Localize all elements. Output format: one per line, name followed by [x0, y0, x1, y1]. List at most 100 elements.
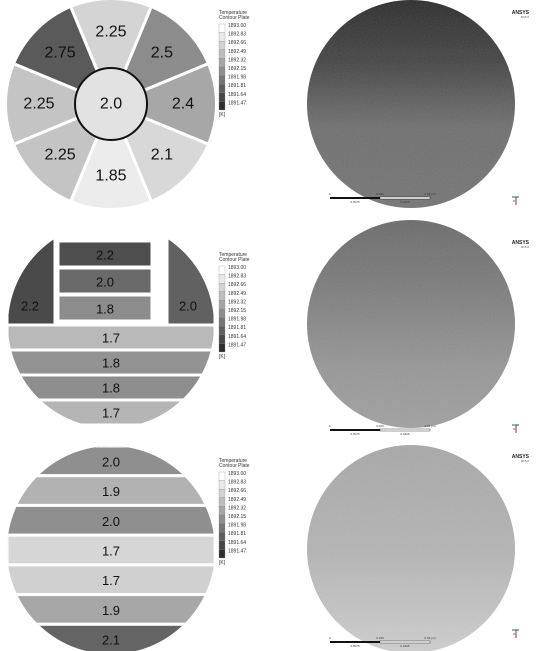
sector-label-1: 2.25: [95, 24, 126, 41]
legend-value: 1891.98: [228, 75, 246, 81]
legend-value: 1891.64: [228, 334, 246, 340]
legend-value: 1892.66: [228, 488, 246, 494]
sector-label-3: 2.4: [172, 96, 194, 113]
legend-value: 1892.15: [228, 514, 246, 520]
legend-value: 1891.81: [228, 325, 246, 331]
legend-value: 1892.83: [228, 274, 246, 280]
band-label-4: 1.7: [102, 544, 120, 559]
sector-label-7: 2.25: [23, 96, 54, 113]
scale-bar: 0 0.015 0.03 (m) 0.0075 0.0225: [329, 636, 435, 648]
legend-value: 1891.64: [228, 92, 246, 98]
legend-value: 1893.00: [228, 471, 246, 477]
legend-value: 1891.47: [228, 342, 246, 348]
legend-swatch: [218, 291, 226, 301]
legend-value: 1892.32: [228, 299, 246, 305]
legend-title: Temperature: [219, 252, 247, 258]
scale-label: 0.0075: [350, 644, 360, 648]
legend-swatch: [218, 317, 226, 327]
legend-value: 1891.47: [228, 100, 246, 106]
legend-swatch: [218, 75, 226, 85]
band-3: [7, 373, 215, 402]
right-block: [165, 221, 215, 333]
legend-value: 1893.00: [228, 23, 246, 29]
legend-value: 1892.49: [228, 291, 246, 297]
legend-unit: [K]: [219, 112, 226, 118]
legend-swatch: [218, 326, 226, 335]
legend-swatch: [218, 92, 226, 102]
scale-label: 0.03 (m): [424, 192, 435, 196]
ansys-logo: ANSYS: [512, 240, 530, 246]
legend-value: 1892.49: [228, 49, 246, 55]
legend-value: 1891.81: [228, 531, 246, 537]
band-label-5: 1.7: [102, 573, 120, 588]
band-label-3: 2.0: [102, 514, 120, 529]
scale-label: 0.015: [376, 424, 384, 428]
legend-swatch: [218, 334, 226, 344]
legend-unit: [K]: [219, 354, 226, 360]
scale-label: 0.0225: [400, 432, 410, 436]
band-label-6: 1.9: [102, 603, 120, 618]
legend-value: 1891.98: [228, 317, 246, 323]
legend-value: 1892.15: [228, 66, 246, 72]
legend-swatch: [218, 532, 226, 541]
legend-value: 1892.83: [228, 480, 246, 486]
sector-5: [65, 100, 157, 208]
scale-bar: 0 0.015 0.03 (m) 0.0075 0.0225: [329, 424, 435, 436]
legend-swatch: [218, 549, 226, 559]
sector-1: [65, 0, 157, 108]
legend-swatch: [218, 506, 226, 516]
axis-triad: [512, 196, 519, 205]
left-block: [7, 221, 57, 333]
scale-label: 0: [329, 636, 331, 640]
sector-7: [7, 58, 115, 150]
legend-value: 1892.32: [228, 57, 246, 63]
legend-value: 1891.98: [228, 523, 246, 529]
center-label: 2.0: [100, 96, 122, 113]
legend-value: 1891.64: [228, 540, 246, 546]
sector-3: [107, 58, 215, 150]
legend-value: 1893.00: [228, 265, 246, 271]
legend-swatch: [218, 66, 226, 76]
band-label-2: 1.9: [102, 484, 120, 499]
legend-swatch: [218, 41, 226, 50]
pattern-1-radial-sectors: 2.0 2.25 2.5 2.4 2.1 1.85 2.25 2.25 2.75: [7, 0, 215, 208]
band-label-3: 1.8: [102, 381, 120, 396]
band-label-2: 1.8: [102, 356, 120, 371]
legend-swatch: [218, 308, 226, 318]
legend-value: 1891.47: [228, 548, 246, 554]
band-label-1: 2.0: [102, 454, 120, 469]
top-block-label-3: 1.8: [96, 302, 114, 317]
legend-value: 1892.15: [228, 308, 246, 314]
legend-swatch: [218, 523, 226, 533]
legend-swatch: [218, 274, 226, 284]
scale-label: 0: [329, 424, 331, 428]
band-label-4: 1.7: [102, 406, 120, 421]
legend-unit: [K]: [219, 560, 226, 566]
right-block-label: 2.0: [179, 299, 197, 314]
legend-swatch: [218, 300, 226, 310]
legend-subtitle: Contour Plate: [219, 15, 250, 21]
legend-swatch: [218, 265, 226, 275]
legend-subtitle: Contour Plate: [219, 257, 250, 263]
center-disc: [74, 67, 148, 141]
legend-swatch: [218, 84, 226, 93]
legend-value: 1892.32: [228, 505, 246, 511]
legend-value: 1892.66: [228, 40, 246, 46]
legend-value: 1892.49: [228, 497, 246, 503]
scale-label: 0: [329, 192, 331, 196]
band-label-1: 1.7: [102, 331, 120, 346]
axis-triad: [512, 629, 519, 638]
ansys-version: R15.0: [521, 15, 529, 19]
legend-value: 1892.66: [228, 282, 246, 288]
legend-swatch: [218, 343, 226, 353]
ansys-version: R15.0: [521, 245, 529, 249]
pattern-2-blocks-and-bands: 2.2 2.0 1.8 2.2 2.0 1.7 1.8 1.8 1.7: [6, 220, 216, 430]
sector-label-8: 2.75: [45, 45, 76, 62]
legend-swatch: [218, 58, 226, 68]
sector-label-4: 2.1: [151, 146, 173, 163]
sector-label-6: 2.25: [45, 146, 76, 163]
